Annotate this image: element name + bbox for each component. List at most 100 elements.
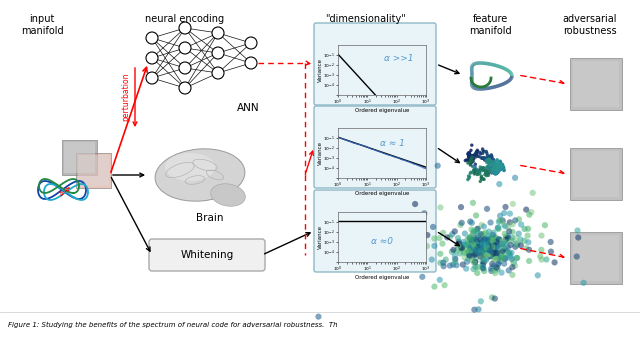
Point <box>504 219 515 225</box>
Point <box>486 250 496 255</box>
Point <box>492 166 502 171</box>
Point <box>475 249 485 255</box>
Point <box>481 170 491 176</box>
Point <box>499 164 509 170</box>
Point <box>458 239 468 245</box>
Point <box>499 261 509 267</box>
Point <box>508 235 518 241</box>
Point <box>481 171 492 177</box>
Point <box>472 228 482 234</box>
Point <box>470 244 480 250</box>
Point <box>496 165 506 171</box>
Point <box>481 238 492 244</box>
Point <box>482 245 492 251</box>
Point <box>484 155 494 161</box>
Point <box>500 239 510 244</box>
Point <box>486 167 496 173</box>
Point <box>479 240 490 245</box>
Point <box>482 158 492 163</box>
Point <box>488 251 499 257</box>
Point <box>470 152 480 158</box>
Point <box>484 159 495 164</box>
Point <box>483 164 493 169</box>
Point <box>472 147 483 153</box>
Point <box>467 158 477 164</box>
Point <box>479 224 489 229</box>
Point <box>502 248 512 253</box>
Point <box>504 250 515 256</box>
Point <box>484 244 494 250</box>
Point <box>481 169 492 175</box>
Point <box>481 242 491 248</box>
Point <box>477 247 487 252</box>
Point <box>469 245 479 250</box>
Point <box>488 163 498 168</box>
Point <box>481 240 491 246</box>
Point <box>492 250 502 256</box>
Point <box>508 264 518 270</box>
Point <box>479 165 490 171</box>
Point <box>485 249 495 255</box>
Point <box>472 240 483 246</box>
Point <box>480 235 490 241</box>
Point <box>490 164 500 169</box>
Point <box>482 158 492 164</box>
Point <box>472 152 482 157</box>
Point <box>495 158 505 164</box>
Point <box>486 247 496 253</box>
Point <box>499 164 509 170</box>
Point <box>476 177 486 182</box>
Point <box>470 238 481 244</box>
Point <box>471 170 481 175</box>
Y-axis label: Variance: Variance <box>317 225 323 249</box>
Point <box>463 177 473 182</box>
Point <box>477 237 488 243</box>
Point <box>488 250 499 256</box>
Point <box>467 239 477 245</box>
Point <box>483 171 493 176</box>
Point <box>474 244 484 250</box>
Point <box>477 250 488 256</box>
Point <box>494 164 504 169</box>
Point <box>486 235 497 241</box>
Point <box>494 255 504 261</box>
Point <box>477 242 488 247</box>
Point <box>524 247 534 252</box>
Point <box>508 201 518 207</box>
Point <box>481 245 492 250</box>
Point <box>484 246 495 252</box>
Point <box>481 244 491 250</box>
Point <box>493 164 503 169</box>
Point <box>488 247 499 253</box>
Point <box>482 246 492 252</box>
Point <box>488 166 499 172</box>
Point <box>438 263 449 269</box>
Point <box>483 158 493 164</box>
Point <box>476 166 486 171</box>
Point <box>472 168 482 173</box>
Point <box>489 160 499 165</box>
Point <box>475 149 485 155</box>
Point <box>494 165 504 171</box>
Point <box>490 171 500 177</box>
Point <box>491 236 501 242</box>
Point <box>486 158 497 164</box>
Point <box>477 168 488 174</box>
Point <box>429 236 440 241</box>
Point <box>483 248 493 254</box>
Point <box>474 169 484 175</box>
Point <box>465 159 475 165</box>
Point <box>478 148 488 154</box>
Point <box>492 164 502 170</box>
Point <box>490 165 500 171</box>
Point <box>473 246 483 251</box>
Point <box>516 222 526 227</box>
Point <box>508 272 518 278</box>
Point <box>495 166 505 172</box>
Point <box>488 166 498 171</box>
Point <box>483 238 493 244</box>
X-axis label: Ordered eigenvalue: Ordered eigenvalue <box>355 191 409 196</box>
Point <box>484 239 495 245</box>
Point <box>488 170 499 175</box>
Point <box>477 262 488 268</box>
